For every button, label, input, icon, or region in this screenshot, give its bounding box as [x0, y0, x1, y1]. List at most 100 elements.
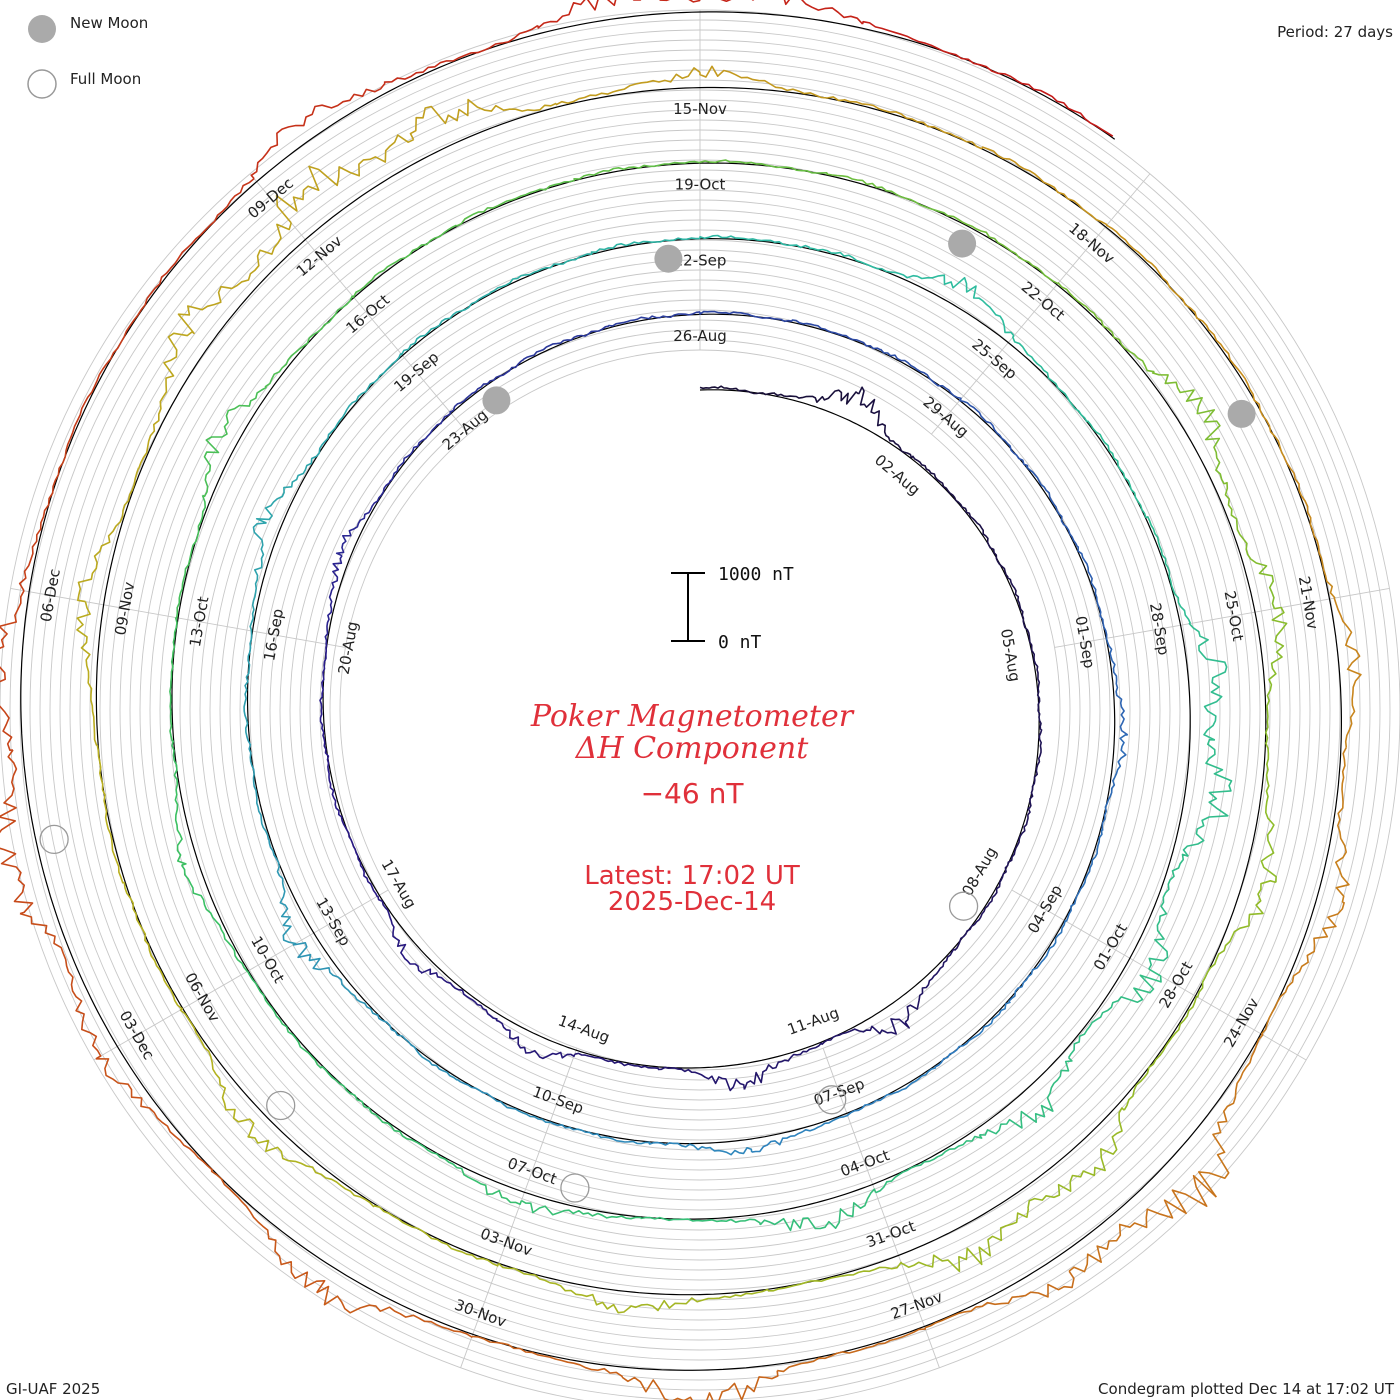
plot-timestamp: Condegram plotted Dec 14 at 17:02 UT	[1098, 1380, 1395, 1398]
trace-segment	[958, 397, 1029, 467]
scale-top-label: 1000 nT	[718, 564, 794, 585]
trace-segment	[1067, 968, 1162, 1059]
component-title: ΔH Component	[575, 731, 809, 766]
trace-segment	[249, 522, 267, 632]
trace-segment	[965, 510, 1009, 578]
trace-segment	[657, 1066, 746, 1092]
trace-segment	[1057, 282, 1155, 373]
trace-segment	[138, 331, 193, 469]
trace-segment	[699, 0, 864, 25]
trace-segment	[573, 160, 701, 181]
trace-segment	[1006, 576, 1033, 652]
trace-segment	[621, 1370, 779, 1400]
trace-segment	[498, 1262, 632, 1314]
trace-segment	[449, 358, 525, 414]
trace-segment	[1086, 420, 1147, 518]
trace-segment	[699, 310, 793, 323]
trace-segment	[900, 1208, 1030, 1273]
full-moon-label: Full Moon	[70, 70, 141, 88]
trace-segment	[1077, 546, 1108, 639]
date-label: 03-Nov	[478, 1224, 535, 1259]
trace-segment	[268, 839, 297, 946]
trace-segment	[255, 433, 330, 524]
trace-segment	[324, 555, 343, 645]
trace-segment	[590, 237, 700, 255]
trace-segment	[1223, 481, 1276, 609]
trace-segment	[917, 274, 1015, 337]
trace-segment	[321, 1065, 417, 1143]
trace-segment	[177, 222, 292, 335]
trace-segment	[0, 749, 34, 915]
trace-segment	[998, 807, 1031, 884]
date-label: 07-Oct	[505, 1154, 559, 1188]
trace-segment	[924, 1270, 1075, 1329]
grid-radials	[10, 10, 1390, 1368]
trace-segment	[246, 736, 270, 840]
trace-segment	[390, 412, 452, 482]
date-label: 28-Sep	[1146, 601, 1173, 656]
grid-spoke	[93, 889, 389, 1061]
trace-segment	[18, 438, 72, 592]
trace-segment	[1260, 901, 1345, 1035]
trace-segment	[169, 617, 178, 742]
date-label: 27-Nov	[888, 1288, 945, 1323]
date-label: 02-Aug	[871, 451, 924, 499]
date-label: 28-Oct	[1155, 958, 1196, 1011]
date-label: 26-Aug	[673, 327, 726, 345]
trace-segment	[1145, 516, 1192, 624]
grid-spoke	[931, 173, 1151, 435]
grid-spoke	[460, 1048, 578, 1368]
trace-segment	[947, 215, 1059, 285]
trace-segment	[1065, 829, 1103, 922]
grid-spoke	[822, 1048, 940, 1368]
trace-segment	[777, 1327, 927, 1373]
trace-segment	[699, 159, 828, 174]
trace-segment	[574, 1052, 659, 1070]
trace-segment	[373, 1204, 500, 1267]
trace-segment	[640, 1216, 761, 1225]
scale-bottom-label: 0 nT	[718, 632, 762, 653]
full-moon-marker	[948, 891, 979, 921]
date-label: 09-Nov	[111, 580, 138, 636]
trace-segment	[69, 298, 148, 439]
new-moon-marker	[948, 229, 977, 258]
trace-segment	[880, 348, 962, 400]
trace-segment	[471, 1335, 623, 1378]
trace-segment	[808, 247, 918, 279]
full-moon-marker	[817, 1085, 847, 1115]
full-moon-icon	[27, 69, 57, 99]
trace-segment	[1198, 1033, 1264, 1198]
date-label: 13-Oct	[186, 595, 213, 648]
trace-segment	[250, 82, 386, 180]
trace-segment	[699, 234, 810, 249]
trace-segment	[1148, 853, 1189, 970]
trace-segment	[875, 1134, 983, 1194]
scale-bar: 1000 nT 0 nT	[671, 564, 794, 653]
trace-segment	[383, 24, 539, 84]
latest-time: Latest: 17:02 UT	[584, 861, 800, 891]
trace-segment	[319, 644, 328, 733]
trace-segment	[376, 1014, 458, 1081]
trace-segment	[523, 325, 610, 360]
trace-segment	[1028, 729, 1043, 810]
trace-segment	[175, 495, 206, 619]
trace-segment	[1027, 1107, 1125, 1209]
trace-segment	[555, 67, 701, 106]
trace-segment	[1182, 738, 1233, 857]
trace-segment	[246, 970, 323, 1069]
trace-segment	[1188, 622, 1228, 741]
trace-segment	[456, 1078, 551, 1123]
trace-segment	[316, 1285, 473, 1338]
trace-segment	[767, 1261, 903, 1292]
full-moon-marker	[39, 824, 69, 855]
trace-segment	[979, 1057, 1073, 1136]
trace-segment	[1260, 742, 1277, 883]
trace-segment	[415, 1141, 523, 1205]
date-label: 01-Oct	[1090, 920, 1131, 973]
trace-segment	[275, 134, 414, 224]
trace-segment	[264, 295, 354, 388]
trace-segment	[1208, 329, 1286, 459]
trace-segment	[76, 601, 98, 746]
trace-segment	[1105, 224, 1211, 332]
date-label: 05-Aug	[997, 627, 1024, 683]
